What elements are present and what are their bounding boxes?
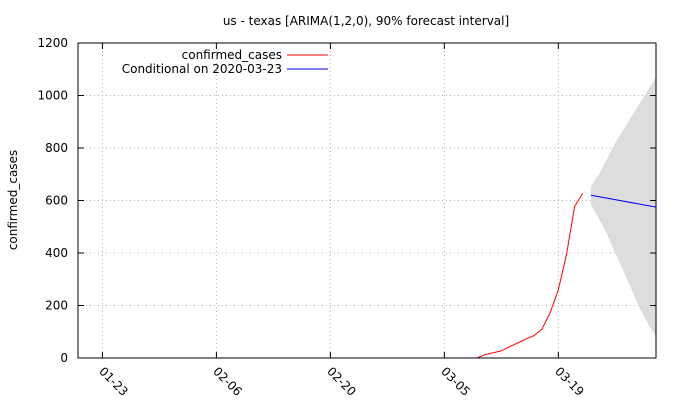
grid-lines xyxy=(78,43,656,358)
legend-label-conditional: Conditional on 2020-03-23 xyxy=(122,62,282,76)
legend-label-confirmed-cases: confirmed_cases xyxy=(182,48,282,62)
series-line-1 xyxy=(590,194,657,208)
y-tick-label: 800 xyxy=(45,141,68,155)
forecast-interval-band xyxy=(590,77,656,337)
chart-title: us - texas [ARIMA(1,2,0), 90% forecast i… xyxy=(223,14,509,28)
y-axis-label: confirmed_cases xyxy=(6,150,20,250)
legend: confirmed_cases Conditional on 2020-03-2… xyxy=(122,48,328,76)
y-tick-label: 200 xyxy=(45,299,68,313)
y-tick-label: 0 xyxy=(60,351,68,365)
y-tick-label: 400 xyxy=(45,246,68,260)
y-tick-label: 600 xyxy=(45,194,68,208)
y-tick-label: 1200 xyxy=(37,36,68,50)
series-line-0 xyxy=(476,193,584,359)
y-tick-label: 1000 xyxy=(37,89,68,103)
series-lines xyxy=(476,193,657,359)
